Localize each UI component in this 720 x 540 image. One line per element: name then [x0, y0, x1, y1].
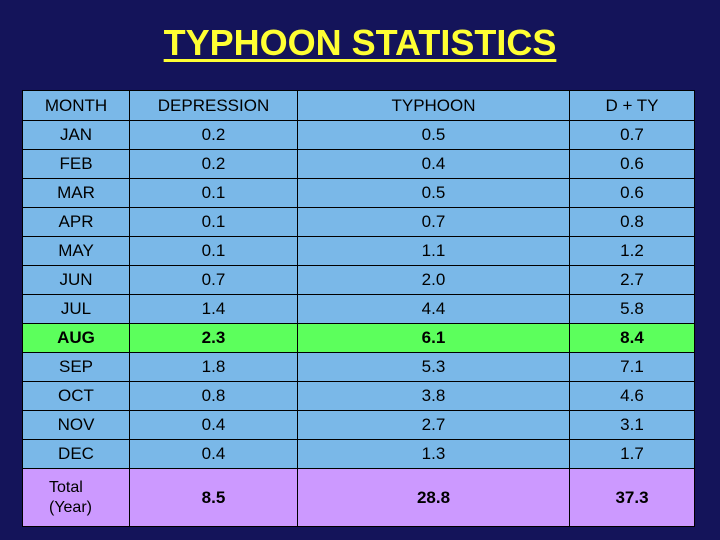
- cell-typhoon: 0.5: [297, 178, 570, 208]
- cell-month: JUL: [22, 294, 130, 324]
- cell-d-plus-ty: 0.7: [569, 120, 695, 150]
- table-row: JAN 0.2 0.5 0.7: [22, 120, 695, 150]
- header-depression: DEPRESSION: [129, 90, 298, 121]
- cell-d-plus-ty: 5.8: [569, 294, 695, 324]
- table-row-highlighted: AUG 2.3 6.1 8.4: [22, 323, 695, 353]
- cell-d-plus-ty: 7.1: [569, 352, 695, 382]
- cell-depression: 2.3: [129, 323, 298, 353]
- cell-d-plus-ty: 1.2: [569, 236, 695, 266]
- typhoon-stats-table: MONTH DEPRESSION TYPHOON D + TY JAN 0.2 …: [22, 90, 695, 527]
- header-typhoon: TYPHOON: [297, 90, 570, 121]
- cell-d-plus-ty: 4.6: [569, 381, 695, 411]
- cell-month: JAN: [22, 120, 130, 150]
- cell-typhoon: 3.8: [297, 381, 570, 411]
- total-d-plus-ty: 37.3: [569, 468, 695, 527]
- table-row: JUN 0.7 2.0 2.7: [22, 265, 695, 295]
- cell-depression: 0.4: [129, 410, 298, 440]
- cell-typhoon: 5.3: [297, 352, 570, 382]
- cell-typhoon: 2.7: [297, 410, 570, 440]
- table-row: SEP 1.8 5.3 7.1: [22, 352, 695, 382]
- cell-d-plus-ty: 2.7: [569, 265, 695, 295]
- total-label-line2: (Year): [49, 498, 92, 516]
- cell-month: NOV: [22, 410, 130, 440]
- cell-typhoon: 6.1: [297, 323, 570, 353]
- header-d-plus-ty: D + TY: [569, 90, 695, 121]
- cell-month: MAR: [22, 178, 130, 208]
- total-typhoon: 28.8: [297, 468, 570, 527]
- cell-depression: 1.4: [129, 294, 298, 324]
- cell-typhoon: 1.1: [297, 236, 570, 266]
- page-title: TYPHOON STATISTICS: [163, 22, 557, 63]
- cell-d-plus-ty: 8.4: [569, 323, 695, 353]
- cell-depression: 0.1: [129, 178, 298, 208]
- cell-d-plus-ty: 0.6: [569, 149, 695, 179]
- table-row: MAR 0.1 0.5 0.6: [22, 178, 695, 208]
- cell-depression: 0.7: [129, 265, 298, 295]
- total-label-line1: Total: [49, 478, 83, 496]
- cell-typhoon: 0.4: [297, 149, 570, 179]
- cell-depression: 0.1: [129, 236, 298, 266]
- cell-typhoon: 4.4: [297, 294, 570, 324]
- cell-depression: 0.1: [129, 207, 298, 237]
- total-depression: 8.5: [129, 468, 298, 527]
- cell-d-plus-ty: 0.6: [569, 178, 695, 208]
- cell-depression: 0.2: [129, 149, 298, 179]
- cell-month: DEC: [22, 439, 130, 469]
- table-total-row: Total (Year) 8.5 28.8 37.3: [22, 468, 695, 527]
- total-label: Total (Year): [22, 468, 130, 527]
- cell-typhoon: 0.5: [297, 120, 570, 150]
- table-row: FEB 0.2 0.4 0.6: [22, 149, 695, 179]
- cell-d-plus-ty: 0.8: [569, 207, 695, 237]
- table-row: DEC 0.4 1.3 1.7: [22, 439, 695, 469]
- cell-depression: 0.4: [129, 439, 298, 469]
- cell-month: OCT: [22, 381, 130, 411]
- cell-depression: 0.8: [129, 381, 298, 411]
- cell-month: JUN: [22, 265, 130, 295]
- cell-month: APR: [22, 207, 130, 237]
- cell-d-plus-ty: 3.1: [569, 410, 695, 440]
- table-row: NOV 0.4 2.7 3.1: [22, 410, 695, 440]
- table-header-row: MONTH DEPRESSION TYPHOON D + TY: [22, 90, 695, 121]
- cell-depression: 1.8: [129, 352, 298, 382]
- cell-typhoon: 2.0: [297, 265, 570, 295]
- cell-month: AUG: [22, 323, 130, 353]
- cell-depression: 0.2: [129, 120, 298, 150]
- cell-typhoon: 0.7: [297, 207, 570, 237]
- table-row: MAY 0.1 1.1 1.2: [22, 236, 695, 266]
- cell-d-plus-ty: 1.7: [569, 439, 695, 469]
- cell-typhoon: 1.3: [297, 439, 570, 469]
- table-row: JUL 1.4 4.4 5.8: [22, 294, 695, 324]
- cell-month: SEP: [22, 352, 130, 382]
- table-row: OCT 0.8 3.8 4.6: [22, 381, 695, 411]
- header-month: MONTH: [22, 90, 130, 121]
- table-row: APR 0.1 0.7 0.8: [22, 207, 695, 237]
- cell-month: FEB: [22, 149, 130, 179]
- cell-month: MAY: [22, 236, 130, 266]
